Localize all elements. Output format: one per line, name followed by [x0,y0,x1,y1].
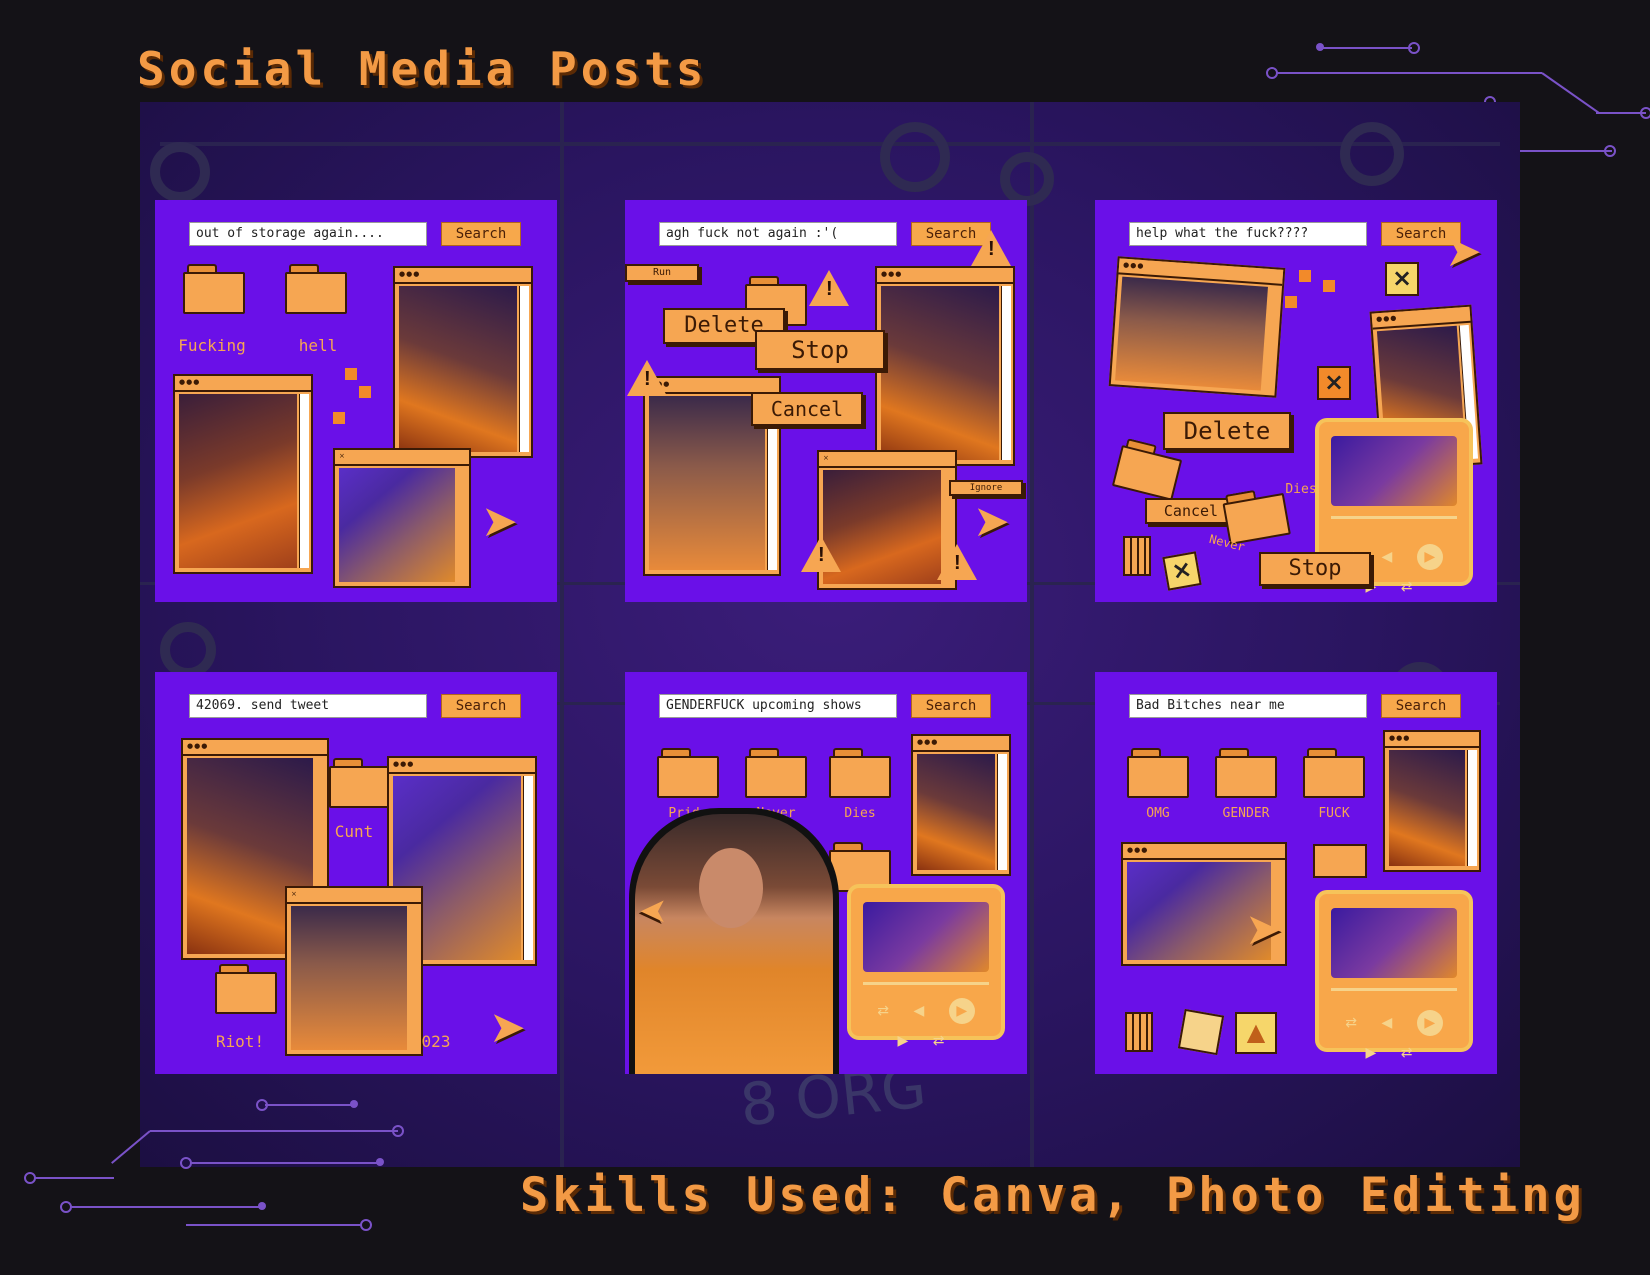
search-input[interactable]: GENDERFUCK upcoming shows [659,694,897,718]
folder-icon [215,964,277,1014]
search-button[interactable]: Search [911,694,991,718]
music-player[interactable]: ⇄ ◀ ▶ ▶ ⇄ [847,884,1005,1049]
photo-window: ●●● [1121,842,1287,966]
folder-icon [1215,748,1277,798]
post-4: 42069. send tweet Search ●●● Cunt ●●● × … [155,672,557,1074]
folder-label: FUCK [1318,806,1350,821]
photo-window: ●●● [643,376,781,576]
warning-icon: ! [801,536,841,572]
search-input[interactable]: Bad Bitches near me [1129,694,1367,718]
search-input[interactable]: 42069. send tweet [189,694,427,718]
folder-label: Cunt [334,822,374,841]
search-input[interactable]: out of storage again.... [189,222,427,246]
folder-label: Dies [844,806,876,821]
cursor-icon: ➤ [973,496,1010,547]
folder-label: Dies [1285,482,1317,497]
warning-icon: ! [937,544,977,580]
trash-icon [1123,536,1151,576]
photo-window: ●●● [875,266,1015,466]
search-input[interactable]: help what the fuck???? [1129,222,1367,246]
cursor-icon: ➤ [1445,226,1482,277]
search-button[interactable]: Search [441,222,521,246]
folder-icon [657,748,719,798]
post-3: help what the fuck???? Search ➤ × ●●● ●●… [1095,200,1497,602]
warning-icon: ! [971,230,1011,266]
folder-icon [829,748,891,798]
folder-icon [285,264,347,314]
photo-window: ●●● [173,374,313,574]
close-icon[interactable]: × [1385,262,1419,296]
music-player[interactable]: ⇄ ◀ ▶ ▶ ⇄ [1315,890,1473,1061]
paintbrush-icon: ▲ [1235,1012,1277,1054]
cancel-button[interactable]: Cancel [1145,498,1237,524]
skills-footer: Skills Used: Canva, Photo Editing [520,1168,1586,1223]
trash-icon [1125,1012,1153,1052]
photo-window: ●●● [393,266,533,458]
cursor-icon: ➤ [1245,904,1282,955]
cursor-icon: ➤ [489,1002,526,1053]
post-5: GENDERFUCK upcoming shows Search Pride N… [625,672,1027,1074]
mail-icon [1313,844,1367,878]
stop-button[interactable]: Stop [1259,552,1371,586]
ignore-button[interactable]: Ignore [949,480,1023,496]
close-icon[interactable]: × [1162,551,1202,591]
photo-window: × [333,448,471,588]
cursor-icon: ➤ [481,496,518,547]
post-2: agh fuck not again :'( Search Run ●●● ●●… [625,200,1027,602]
folder-label: hell [298,336,338,355]
folder-label: Fucking [178,336,246,355]
folder-icon [329,758,391,808]
photo-window: ●●● [1108,256,1286,398]
person-cutout-image [629,808,839,1074]
post-6: Bad Bitches near me Search OMG GENDER FU… [1095,672,1497,1074]
run-button[interactable]: Run [625,264,699,282]
music-player[interactable]: ⇄ ◀ ▶ ▶ ⇄ [1315,418,1473,595]
page-title: Social Media Posts [137,42,708,96]
notepad-icon [1177,1008,1225,1056]
folder-icon [1127,748,1189,798]
folder-label: 023 [421,1032,451,1051]
cursor-icon: ➤ [639,891,668,931]
photo-window: ●●● [911,734,1011,876]
search-button[interactable]: Search [1381,694,1461,718]
warning-icon: ! [809,270,849,306]
post-1: out of storage again.... Search Fucking … [155,200,557,602]
cancel-button[interactable]: Cancel [751,392,863,426]
folder-icon [1303,748,1365,798]
warning-icon: ! [627,360,667,396]
close-icon[interactable]: × [1317,366,1351,400]
folder-icon [745,748,807,798]
search-input[interactable]: agh fuck not again :'( [659,222,897,246]
folder-icon [183,264,245,314]
folder-label: Riot! [215,1032,265,1051]
folder-label: GENDER [1222,806,1270,821]
search-button[interactable]: Search [441,694,521,718]
stop-button[interactable]: Stop [755,330,885,370]
search-button[interactable]: Search [1381,222,1461,246]
photo-window: ●●● [1383,730,1481,872]
photo-window: × [285,886,423,1056]
delete-button[interactable]: Delete [1163,412,1291,450]
folder-label: OMG [1146,806,1170,821]
